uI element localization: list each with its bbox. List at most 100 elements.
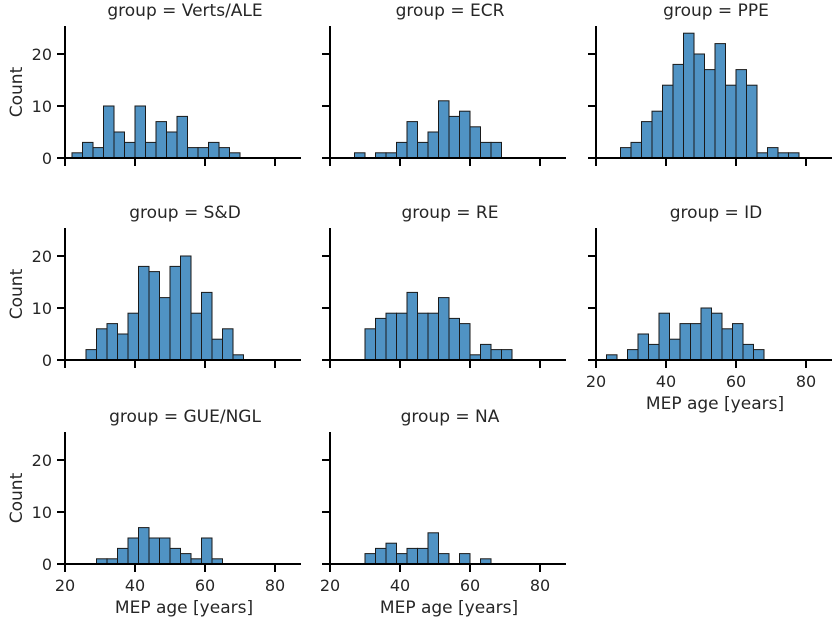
facet-panel-6: group = ID 20 40 60 80 MEP age [years]: [586, 203, 832, 414]
facet-title: group = RE: [402, 203, 499, 223]
histogram-bar: [159, 537, 171, 565]
histogram-bar: [406, 291, 418, 361]
histogram-bar: [396, 141, 408, 159]
x-tick-label: 60: [460, 576, 480, 595]
x-tick-label: 40: [390, 576, 410, 595]
histogram-bar: [375, 547, 387, 565]
histogram-bar: [438, 297, 450, 361]
x-tick-label: 40: [125, 576, 145, 595]
histogram-bar: [145, 141, 157, 159]
histogram-bar: [753, 349, 765, 361]
histogram-bar: [396, 312, 408, 361]
histogram-bar: [201, 537, 213, 565]
histogram-bar: [669, 338, 681, 361]
histogram-bar: [693, 53, 705, 159]
histogram-bar: [134, 105, 146, 159]
histogram-bar: [155, 121, 167, 159]
x-tick-label: 80: [796, 372, 816, 391]
histogram-bar: [85, 349, 97, 361]
histogram-bar: [630, 141, 642, 159]
histogram-bar: [651, 110, 663, 159]
histogram-bar: [448, 115, 460, 159]
histogram-bar: [700, 307, 712, 361]
histogram-bar: [427, 131, 439, 159]
facet-panel-3: group = PPE: [588, 1, 832, 166]
histogram-bar: [490, 141, 502, 159]
histogram-bar: [218, 147, 230, 159]
histogram-bar: [364, 328, 376, 361]
histogram-bar: [166, 131, 178, 159]
histogram-bar: [127, 537, 139, 565]
histogram-bar: [222, 328, 234, 361]
histogram-bar: [180, 553, 192, 565]
facet-title: group = S&D: [129, 203, 241, 223]
histogram-bar: [641, 121, 653, 159]
histogram-bar: [417, 141, 429, 159]
x-tick-label: 40: [656, 372, 676, 391]
histogram-bar: [396, 553, 408, 565]
histogram-bar: [82, 141, 94, 159]
histogram-bar: [732, 323, 744, 361]
histogram-bar: [148, 537, 160, 565]
x-tick-label: 60: [726, 372, 746, 391]
histogram-bar: [117, 547, 129, 565]
y-tick-label: 10: [32, 97, 52, 116]
y-axis-label: Count: [7, 66, 27, 117]
histogram-bar: [406, 547, 418, 565]
histogram-bar: [725, 84, 737, 159]
histogram-bar: [417, 312, 429, 361]
histogram-bar: [672, 63, 684, 159]
x-tick-label: 80: [530, 576, 550, 595]
histogram-bar: [469, 126, 481, 159]
histogram-bar: [385, 542, 397, 565]
histogram-bar: [176, 115, 188, 159]
facet-panel-8: group = NA 20 40 60 80 MEP age [years]: [320, 407, 566, 618]
histogram-bar: [459, 110, 471, 159]
histogram-bar: [746, 84, 758, 159]
x-tick-label: 20: [320, 576, 340, 595]
histogram-bar: [427, 312, 439, 361]
y-tick-label: 0: [42, 555, 52, 574]
histogram-bar: [620, 147, 632, 159]
histogram-bar: [704, 69, 716, 159]
histogram-bar: [683, 32, 695, 159]
x-tick-label: 20: [55, 576, 75, 595]
histogram-bar: [714, 43, 726, 159]
histogram-bar: [124, 141, 136, 159]
y-tick-label: 10: [32, 299, 52, 318]
histogram-bar: [448, 317, 460, 361]
histogram-bar: [208, 141, 220, 159]
y-tick-label: 0: [42, 149, 52, 168]
histogram-bar: [138, 527, 150, 565]
histogram-bar: [92, 147, 104, 159]
histogram-bar: [767, 147, 779, 159]
histogram-bar: [459, 323, 471, 361]
histogram-bar: [96, 328, 108, 361]
x-axis-label: MEP age [years]: [380, 598, 518, 618]
histogram-bar: [169, 265, 181, 361]
histogram-bar: [197, 147, 209, 159]
histogram-bar: [459, 553, 471, 565]
facet-title: group = Verts/ALE: [107, 1, 262, 21]
histogram-bar: [117, 333, 129, 361]
x-tick-label: 80: [265, 576, 285, 595]
histogram-bar: [438, 100, 450, 159]
facet-panel-1: group = Verts/ALE 0 10 20 Count: [7, 1, 301, 168]
facet-title: group = PPE: [663, 1, 769, 21]
histogram-bar: [490, 349, 502, 361]
histogram-bar: [106, 323, 118, 361]
facet-panel-2: group = ECR: [322, 1, 566, 166]
histogram-bar: [169, 547, 181, 565]
x-tick-label: 20: [586, 372, 606, 391]
histogram-bar: [501, 349, 513, 361]
histogram-bar: [138, 265, 150, 361]
y-tick-label: 20: [32, 451, 52, 470]
histogram-bar: [480, 343, 492, 361]
histogram-bar: [711, 312, 723, 361]
histogram-bar: [662, 84, 674, 159]
histogram-bar: [180, 255, 192, 361]
histogram-bar: [627, 349, 639, 361]
histogram-bar: [480, 141, 492, 159]
histogram-bar: [417, 547, 429, 565]
